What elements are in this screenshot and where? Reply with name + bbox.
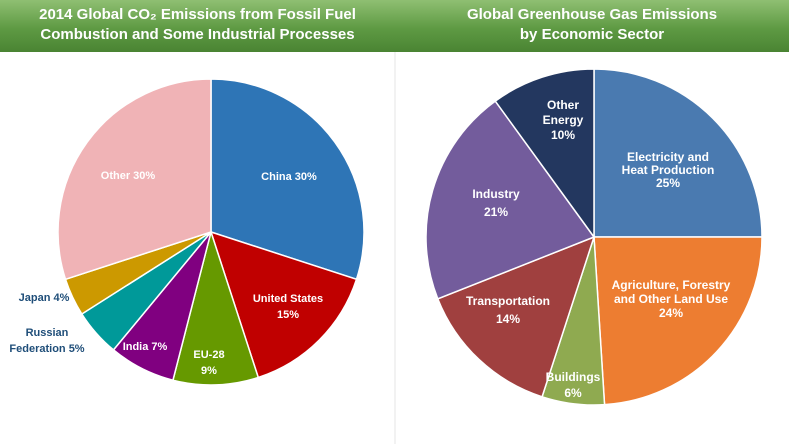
slice-label-transportation: Transportation 14% xyxy=(466,294,550,326)
slice-label-other-energy: Other Energy 10% xyxy=(543,98,584,142)
left-title-line-1: 2014 Global CO₂ Emissions from Fossil Fu… xyxy=(39,6,356,23)
left-title-line-2: Combustion and Some Industrial Processes xyxy=(40,26,355,43)
pie-slice-agriculture-forestry-and-other-land-use xyxy=(593,236,763,406)
pie-slice-united-states xyxy=(209,230,358,379)
slice-label-russian-federation: Russian Federation 5% xyxy=(9,327,84,355)
slice-label-united-states: United States 15% xyxy=(253,293,323,321)
slice-label-india: India 7% xyxy=(123,341,168,353)
pie-slice-other xyxy=(57,78,212,281)
right-title-line-1: Global Greenhouse Gas Emissions xyxy=(466,6,718,23)
slice-label-agriculture-forestry-and-other-land-use: Agriculture, Forestry and Other Land Use 2… xyxy=(612,278,731,320)
header-bar xyxy=(0,0,789,52)
slice-label-buildings: Buildings 6% xyxy=(546,370,601,400)
slice-label-other: Other 30% xyxy=(101,170,156,182)
pie-slice-other-energy xyxy=(494,68,595,240)
slice-label-eu-28: EU-28 9% xyxy=(193,349,224,377)
left-chart-title: 2014 Global CO₂ Emissions from Fossil Fu… xyxy=(0,5,395,45)
right-title-line-2: by Economic Sector xyxy=(519,26,665,43)
slice-label-electricity-and-heat-production: Electricity and Heat Production 25% xyxy=(622,150,715,190)
slice-label-china: China 30% xyxy=(261,171,317,183)
pie-slice-transportation xyxy=(436,235,596,398)
pie-slice-eu-28 xyxy=(172,229,260,386)
co2-by-country-pie-chart: China 30% United States 15% EU-28 9% India 7%… xyxy=(9,78,365,386)
pie-slice-china xyxy=(210,78,365,281)
right-chart-panel: Electricity and Heat Production 25% Agricul… xyxy=(396,52,789,444)
panel-divider xyxy=(394,52,396,444)
slice-label-industry: Industry 21% xyxy=(472,187,520,219)
slice-label-japan: Japan 4% xyxy=(19,292,70,304)
right-chart-title: Global Greenhouse Gas Emissions by Econo… xyxy=(395,5,789,45)
pie-slice-industry xyxy=(425,100,596,300)
ghg-by-sector-pie-chart: Electricity and Heat Production 25% Agricul… xyxy=(425,68,763,406)
pie-slice-electricity-and-heat-production xyxy=(593,68,763,238)
left-chart-panel: China 30% United States 15% EU-28 9% India 7%… xyxy=(0,52,394,444)
